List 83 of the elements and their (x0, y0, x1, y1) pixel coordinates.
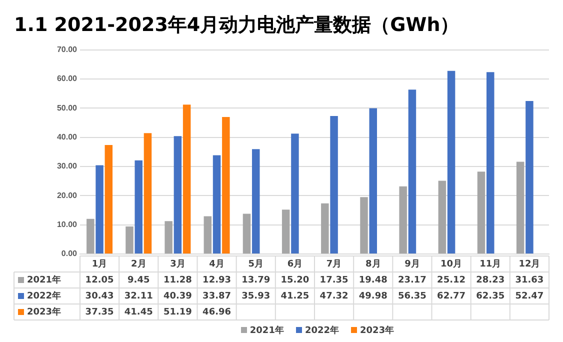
x-tick-label: 8月 (365, 258, 381, 270)
data-label: 51.19 (163, 307, 192, 318)
data-label: 15.20 (280, 275, 310, 286)
data-label: 19.48 (358, 275, 388, 286)
chart-title: 1.1 2021-2023年4月动力电池产量数据（GWh） (13, 13, 460, 38)
bar (526, 100, 534, 254)
y-tick-label: 20.00 (56, 190, 78, 200)
data-label: 33.87 (202, 291, 232, 302)
data-label: 47.32 (320, 291, 348, 302)
x-tick-label: 9月 (404, 258, 420, 270)
data-label: 12.05 (85, 275, 114, 286)
data-label: 13.79 (242, 275, 270, 286)
data-label: 37.35 (85, 307, 114, 318)
data-label: 46.96 (202, 307, 232, 318)
bar (408, 90, 416, 254)
legend-label: 2021年 (27, 274, 62, 286)
data-label: 17.35 (320, 275, 348, 286)
y-tick-label: 0.00 (61, 249, 78, 258)
bar (486, 72, 494, 254)
bar (86, 218, 94, 254)
data-label: 52.47 (515, 291, 544, 302)
bar (282, 210, 290, 254)
x-tick-label: 6月 (287, 258, 303, 270)
bar (330, 116, 338, 254)
data-label: 31.63 (515, 275, 544, 286)
bar (134, 160, 142, 254)
legend-label: 2023年 (27, 306, 62, 318)
data-label: 62.77 (437, 291, 466, 302)
text: 2023年 (360, 326, 394, 336)
x-tick-label: 2月 (130, 258, 146, 270)
data-label: 41.45 (124, 307, 153, 318)
bar (447, 70, 456, 254)
bar (104, 145, 113, 254)
x-tick-label: 4月 (209, 258, 224, 270)
bar (204, 216, 212, 254)
x-tick-label: 10月 (440, 258, 462, 270)
data-label: 28.23 (476, 275, 505, 286)
text: 2022年 (304, 326, 340, 336)
data-label: 25.12 (437, 275, 466, 286)
bar (438, 180, 446, 254)
bar (291, 134, 299, 254)
data-label: 56.35 (398, 291, 426, 302)
legend-label: 2022年 (27, 290, 62, 302)
bar (252, 149, 260, 254)
data-label: 30.43 (85, 291, 114, 302)
y-tick-label: 40.00 (56, 132, 78, 142)
bar (182, 104, 191, 254)
data-label: 62.35 (476, 291, 505, 302)
bar (96, 165, 104, 254)
y-tick-label: 50.00 (56, 103, 78, 112)
y-tick-label: 30.00 (56, 162, 78, 171)
bar (144, 133, 152, 254)
bar (360, 197, 368, 254)
data-label: 32.11 (124, 291, 153, 302)
bar (174, 136, 182, 254)
bar (242, 214, 251, 254)
data-label: 11.28 (163, 275, 192, 286)
x-tick-label: 12月 (518, 258, 540, 270)
bar (516, 162, 524, 254)
bar (321, 203, 329, 254)
x-tick-label: 1月 (92, 258, 108, 270)
data-label: 41.25 (280, 291, 310, 302)
bar (212, 155, 221, 254)
x-tick-label: 11月 (480, 258, 502, 270)
data-label: 40.39 (163, 291, 192, 302)
x-tick-label: 3月 (170, 258, 186, 270)
bar (477, 172, 486, 254)
bar (399, 186, 407, 254)
data-label: 23.17 (398, 275, 426, 286)
data-label: 35.93 (242, 291, 270, 302)
data-label: 12.93 (202, 275, 232, 286)
data-label: 9.45 (128, 275, 150, 286)
x-tick-label: 7月 (326, 258, 342, 270)
bar (222, 117, 230, 254)
text: 2021年 (250, 326, 284, 336)
bar (369, 108, 377, 254)
bar (126, 226, 134, 254)
data-label: 49.98 (358, 291, 388, 302)
x-tick-label: 5月 (248, 258, 264, 270)
y-tick-label: 60.00 (56, 74, 78, 84)
bar (164, 221, 172, 254)
y-tick-label: 70.00 (56, 45, 78, 54)
y-tick-label: 10.00 (56, 220, 78, 230)
